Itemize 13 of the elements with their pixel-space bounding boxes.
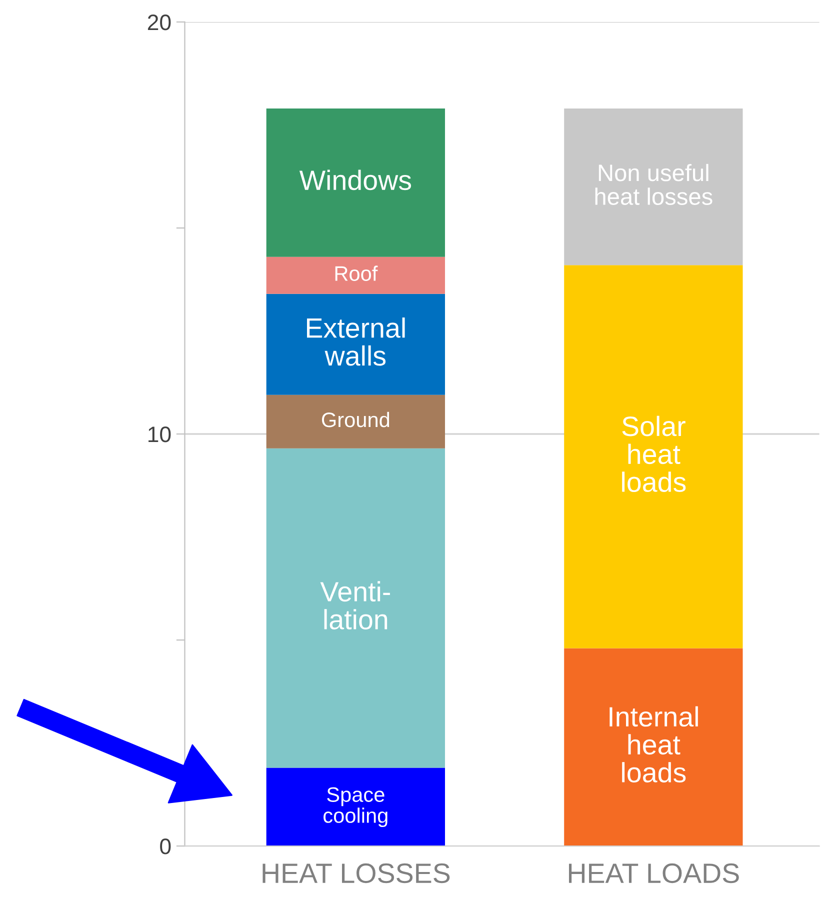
series-label: Ground — [322, 412, 390, 428]
series-label: Venti- lation — [320, 581, 390, 630]
series-label: Windows — [299, 170, 412, 190]
y-tick-label: 10 — [148, 426, 171, 442]
series-label: Internal heat loads — [610, 706, 698, 782]
series-label: Roof — [335, 266, 378, 281]
series-label: Solar heat loads — [622, 416, 686, 492]
x-tick-label: HEAT LOADS — [568, 863, 739, 884]
y-tick-label: 20 — [148, 14, 171, 30]
x-tick-label: HEAT LOSSES — [262, 863, 450, 884]
y-tick-label: 0 — [160, 838, 171, 854]
series-label: Space cooling — [324, 787, 388, 828]
series-label: External walls — [307, 317, 405, 366]
